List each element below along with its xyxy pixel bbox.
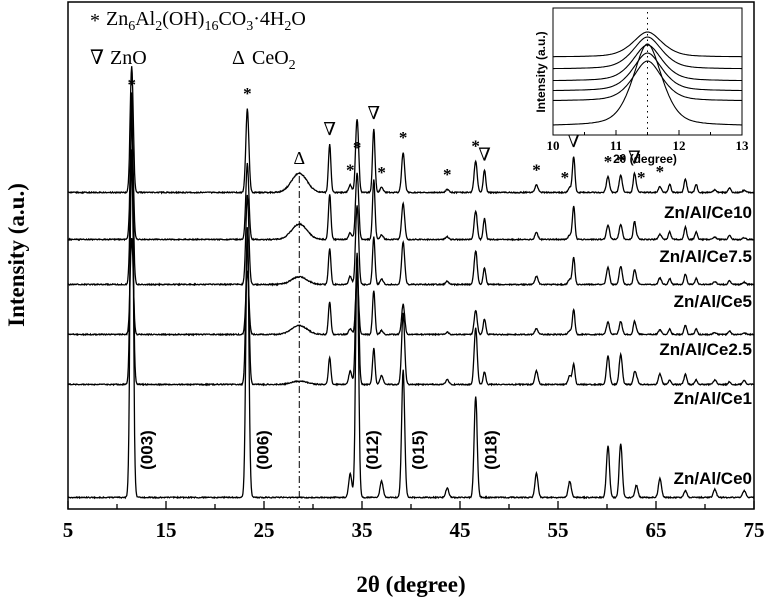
x-axis-title: 2θ (degree) [356, 572, 465, 597]
hydrotalcite-marker: * [637, 168, 646, 187]
inset-x-ticks: 10 11 12 13 [547, 130, 750, 153]
zno-marker: ∇ [628, 148, 641, 168]
formula-part-dot: ·4H [253, 8, 284, 30]
formula-sub-16: 16 [204, 19, 218, 34]
hkl-labels: (003) (006) (012) (015) (018) [138, 430, 501, 470]
x-axis-ticks: 5 15 25 35 45 55 65 75 [63, 501, 765, 542]
inset-curve [553, 31, 742, 58]
hydrotalcite-marker: * [471, 137, 480, 156]
x-tick-label: 5 [63, 518, 74, 542]
hydrotalcite-marker: * [127, 75, 136, 94]
series-label: Zn/Al/Ce7.5 [659, 247, 752, 266]
x-tick-label: 25 [254, 518, 275, 542]
peak-markers: * *Δ∇**∇****∇* *∇* * ∇* * [127, 75, 664, 187]
legend-zno-label: ZnO [110, 47, 147, 69]
legend-ceo2-symbol: Δ [232, 47, 245, 69]
inset-curve [553, 36, 742, 70]
formula-sub-ceo2: 2 [289, 58, 296, 73]
hkl-label: (003) [138, 430, 157, 470]
inset-tick-label: 11 [610, 138, 622, 153]
x-tick-label: 15 [156, 518, 177, 542]
formula-sub-2: 2 [155, 19, 162, 34]
y-axis-title: Intensity (a.u.) [4, 183, 29, 327]
hydrotalcite-marker: * [616, 151, 625, 170]
formula-part-al: Al [135, 8, 155, 30]
series-label: Zn/Al/Ce0 [674, 469, 752, 488]
formula-part-zn: Zn [106, 8, 128, 30]
inset-curve [553, 52, 742, 92]
x-tick-label: 75 [744, 518, 765, 542]
hkl-label: (018) [482, 430, 501, 470]
hydrotalcite-marker: * [443, 165, 452, 184]
formula-part-oh: (OH) [162, 8, 204, 30]
x-tick-label: 55 [548, 518, 569, 542]
series-line [67, 159, 755, 387]
legend-ceo2-label: CeO2 [252, 47, 296, 73]
zno-marker: ∇ [478, 145, 491, 165]
hkl-label: (006) [253, 430, 272, 470]
zno-marker: ∇ [367, 103, 380, 123]
series-line [67, 92, 755, 500]
formula-sub-3: 3 [246, 19, 253, 34]
inset-plot: 10 11 12 13 2θ (degree) Intensity (a.u.) [534, 7, 750, 166]
hkl-label: (012) [363, 430, 382, 470]
inset-x-title: 2θ (degree) [613, 152, 677, 166]
series-line [67, 237, 755, 337]
inset-tick-label: 10 [547, 138, 560, 153]
hydrotalcite-marker: * [604, 152, 613, 171]
hkl-label: (015) [409, 430, 428, 470]
hydrotalcite-marker: * [561, 168, 570, 187]
hydrotalcite-marker: * [346, 160, 355, 179]
inset-y-title: Intensity (a.u.) [534, 31, 548, 112]
formula-part-co: CO [218, 8, 246, 30]
legend-hydrotalcite-symbol: * [90, 10, 100, 32]
hydrotalcite-marker: * [377, 163, 386, 182]
series-label: Zn/Al/Ce2.5 [659, 340, 752, 359]
series-label: Zn/Al/Ce10 [664, 203, 752, 222]
inset-curve [553, 43, 742, 126]
series-line [67, 149, 755, 287]
hydrotalcite-marker: * [353, 138, 362, 157]
formula-sub-h2: 2 [284, 19, 291, 34]
series-line [67, 125, 755, 242]
x-tick-label: 65 [646, 518, 667, 542]
x-tick-label: 45 [450, 518, 471, 542]
inset-tick-label: 12 [673, 138, 686, 153]
zno-marker: ∇ [323, 119, 336, 139]
main-plot [67, 66, 755, 508]
hydrotalcite-marker: * [243, 84, 252, 103]
series-label: Zn/Al/Ce1 [674, 389, 752, 408]
zno-marker: ∇ [567, 131, 580, 151]
inset-tick-label: 13 [736, 138, 750, 153]
formula-sub-6: 6 [128, 19, 135, 34]
hydrotalcite-marker: * [399, 128, 408, 147]
series-line [67, 66, 755, 195]
inset-curves [552, 12, 743, 130]
series-labels: Zn/Al/Ce0 Zn/Al/Ce1 Zn/Al/Ce2.5 Zn/Al/Ce5 Zn… [659, 203, 752, 488]
legend-hydrotalcite-formula: Zn6Al2(OH)16CO3·4H2O [106, 8, 306, 34]
ceo2-marker: Δ [293, 148, 305, 168]
x-tick-label: 35 [352, 518, 373, 542]
hydrotalcite-marker: * [656, 162, 665, 181]
legend-zno-symbol: ∇ [90, 47, 104, 69]
hydrotalcite-marker: * [532, 160, 541, 179]
series-label: Zn/Al/Ce5 [674, 292, 752, 311]
legend: * Zn6Al2(OH)16CO3·4H2O ∇ ZnO Δ CeO2 [90, 8, 306, 73]
inset-frame [552, 7, 743, 136]
inset-curve [552, 60, 743, 102]
formula-part-ceo: CeO [252, 47, 289, 69]
formula-part-o: O [291, 8, 305, 30]
